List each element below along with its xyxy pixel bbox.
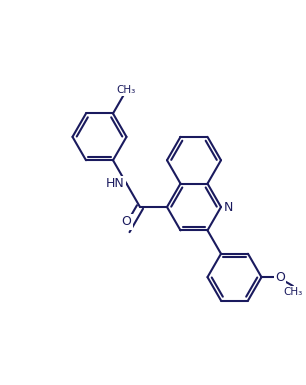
Text: O: O (121, 215, 132, 228)
Text: O: O (275, 271, 285, 284)
Text: CH₃: CH₃ (117, 85, 136, 95)
Text: HN: HN (106, 177, 125, 190)
Text: N: N (224, 201, 233, 214)
Text: CH₃: CH₃ (283, 287, 303, 297)
